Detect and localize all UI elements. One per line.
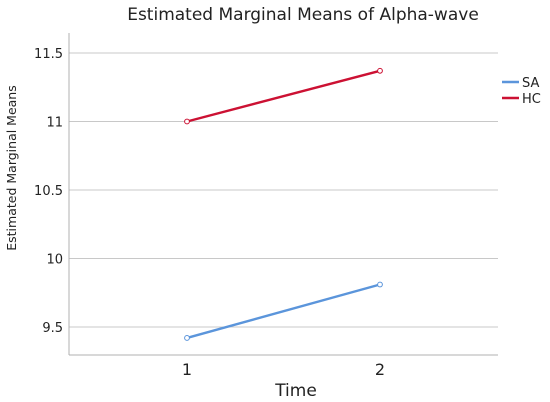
x-tick-label: 2 — [375, 360, 385, 379]
legend-label: SA — [522, 76, 539, 91]
series-line — [186, 283, 381, 340]
y-tick-label: 11 — [46, 116, 63, 131]
x-axis-label: Time — [274, 381, 317, 401]
y-tick-label: 10.5 — [34, 184, 63, 199]
y-tick-label: 11.5 — [34, 47, 63, 62]
chart-title: Estimated Marginal Means of Alpha-wave — [127, 5, 479, 25]
data-point — [377, 67, 383, 74]
series-line — [186, 69, 381, 123]
y-tick-label: 9.5 — [42, 321, 63, 336]
data-point — [184, 118, 190, 125]
legend-item: SA — [502, 76, 539, 91]
y-tick-label: 10 — [46, 253, 63, 268]
series-sa — [184, 281, 383, 341]
y-axis-label: Estimated Marginal Means — [4, 85, 19, 251]
data-point — [377, 281, 383, 288]
legend-label: HC — [522, 92, 541, 107]
y-axis-ticks: 9.5 10 10.5 11 11.5 — [34, 47, 63, 336]
series-layer — [184, 67, 383, 341]
x-tick-label: 1 — [182, 360, 192, 379]
legend-item: HC — [502, 92, 541, 107]
series-hc — [184, 67, 383, 125]
gridlines — [69, 52, 498, 328]
data-point — [184, 335, 190, 341]
